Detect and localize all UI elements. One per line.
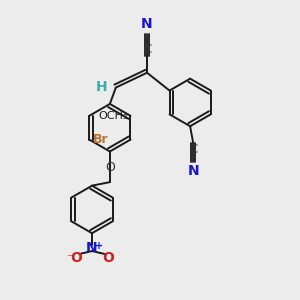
Text: C: C xyxy=(189,143,197,156)
Text: N: N xyxy=(141,17,153,31)
Text: O: O xyxy=(70,250,82,265)
Text: +: + xyxy=(94,241,103,251)
Text: N: N xyxy=(86,241,98,255)
Text: O: O xyxy=(103,250,114,265)
Text: ⁻: ⁻ xyxy=(66,253,73,266)
Text: OCH₃: OCH₃ xyxy=(98,111,128,121)
Text: Br: Br xyxy=(93,133,109,146)
Text: N: N xyxy=(187,164,199,178)
Text: O: O xyxy=(105,161,115,174)
Text: H: H xyxy=(96,80,107,94)
Text: C: C xyxy=(143,43,151,56)
